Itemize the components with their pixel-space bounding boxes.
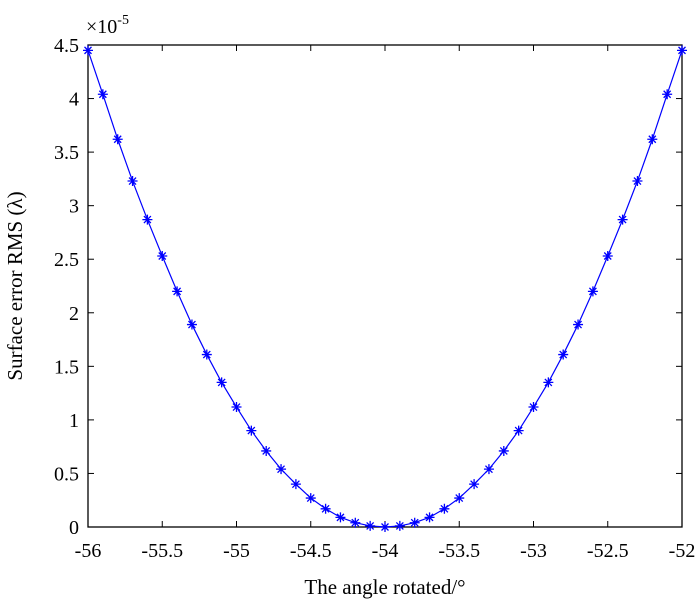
data-point-marker [573,319,584,330]
data-point-marker [335,512,346,523]
x-tick-labels: -56 -55.5 -55 -54.5 -54 -53.5 -53 -52.5 -52 [75,540,696,562]
x-tick-label: -52 [669,540,696,562]
data-point-marker [186,319,197,330]
data-point-marker [365,520,376,531]
x-axis-label: The angle rotated/° [304,575,465,599]
x-tick-label: -53 [520,540,547,562]
data-point-marker [157,251,168,262]
data-point-marker [543,377,554,388]
data-point-marker [424,512,435,523]
data-point-marker [112,134,123,145]
data-point-marker [409,517,420,528]
data-point-marker [662,89,673,100]
data-point-marker [290,479,301,490]
data-point-marker [513,425,524,436]
data-point-marker [394,520,405,531]
data-point-marker [172,286,183,297]
y-tick-label: 3.5 [54,142,79,164]
data-point-marker [617,214,628,225]
data-point-marker [602,251,613,262]
x-tick-label: -52.5 [587,540,629,562]
data-point-marker [276,464,287,475]
y-tick-labels: 0 0.5 1 1.5 2 2.5 3 3.5 4 4.5 [54,35,79,539]
data-point-marker [320,503,331,514]
y-tick-label: 0 [69,517,79,539]
data-point-marker [558,349,569,360]
data-point-marker [97,89,108,100]
data-point-marker [305,493,316,504]
data-point-marker [528,402,539,413]
data-point-marker [647,134,658,145]
y-tick-label: 4 [69,89,79,111]
y-tick-label: 0.5 [54,463,79,485]
y-tick-label: 1.5 [54,356,79,378]
data-point-marker [454,493,465,504]
data-point-marker [350,517,361,528]
y-multiplier: ×10-5 [86,13,129,38]
data-point-marker [498,445,509,456]
data-point-marker [201,349,212,360]
data-point-marker [216,377,227,388]
y-tick-label: 1 [69,410,79,432]
data-point-marker [261,445,272,456]
data-point-marker [632,176,643,187]
data-point-marker [380,522,390,532]
data-point-marker [246,425,257,436]
data-point-marker [469,479,480,490]
y-tick-label: 3 [69,196,79,218]
y-tick-label: 4.5 [54,35,79,57]
data-point-marker [231,402,242,413]
y-tick-label: 2 [69,303,79,325]
data-point-marker [483,464,494,475]
data-point-marker [587,286,598,297]
y-axis-label: Surface error RMS (λ) [3,191,27,380]
x-tick-label: -54 [372,540,399,562]
series-markers [83,45,687,532]
x-tick-label: -55 [223,540,250,562]
x-tick-label: -54.5 [290,540,332,562]
x-tick-label: -56 [75,540,102,562]
x-tick-label: -53.5 [438,540,480,562]
x-tick-label: -55.5 [141,540,183,562]
data-point-marker [83,45,93,56]
data-point-marker [127,176,138,187]
plot-area [87,44,683,528]
data-point-marker [677,45,687,56]
data-point-marker [142,214,153,225]
y-tick-label: 2.5 [54,249,79,271]
data-point-marker [439,503,450,514]
